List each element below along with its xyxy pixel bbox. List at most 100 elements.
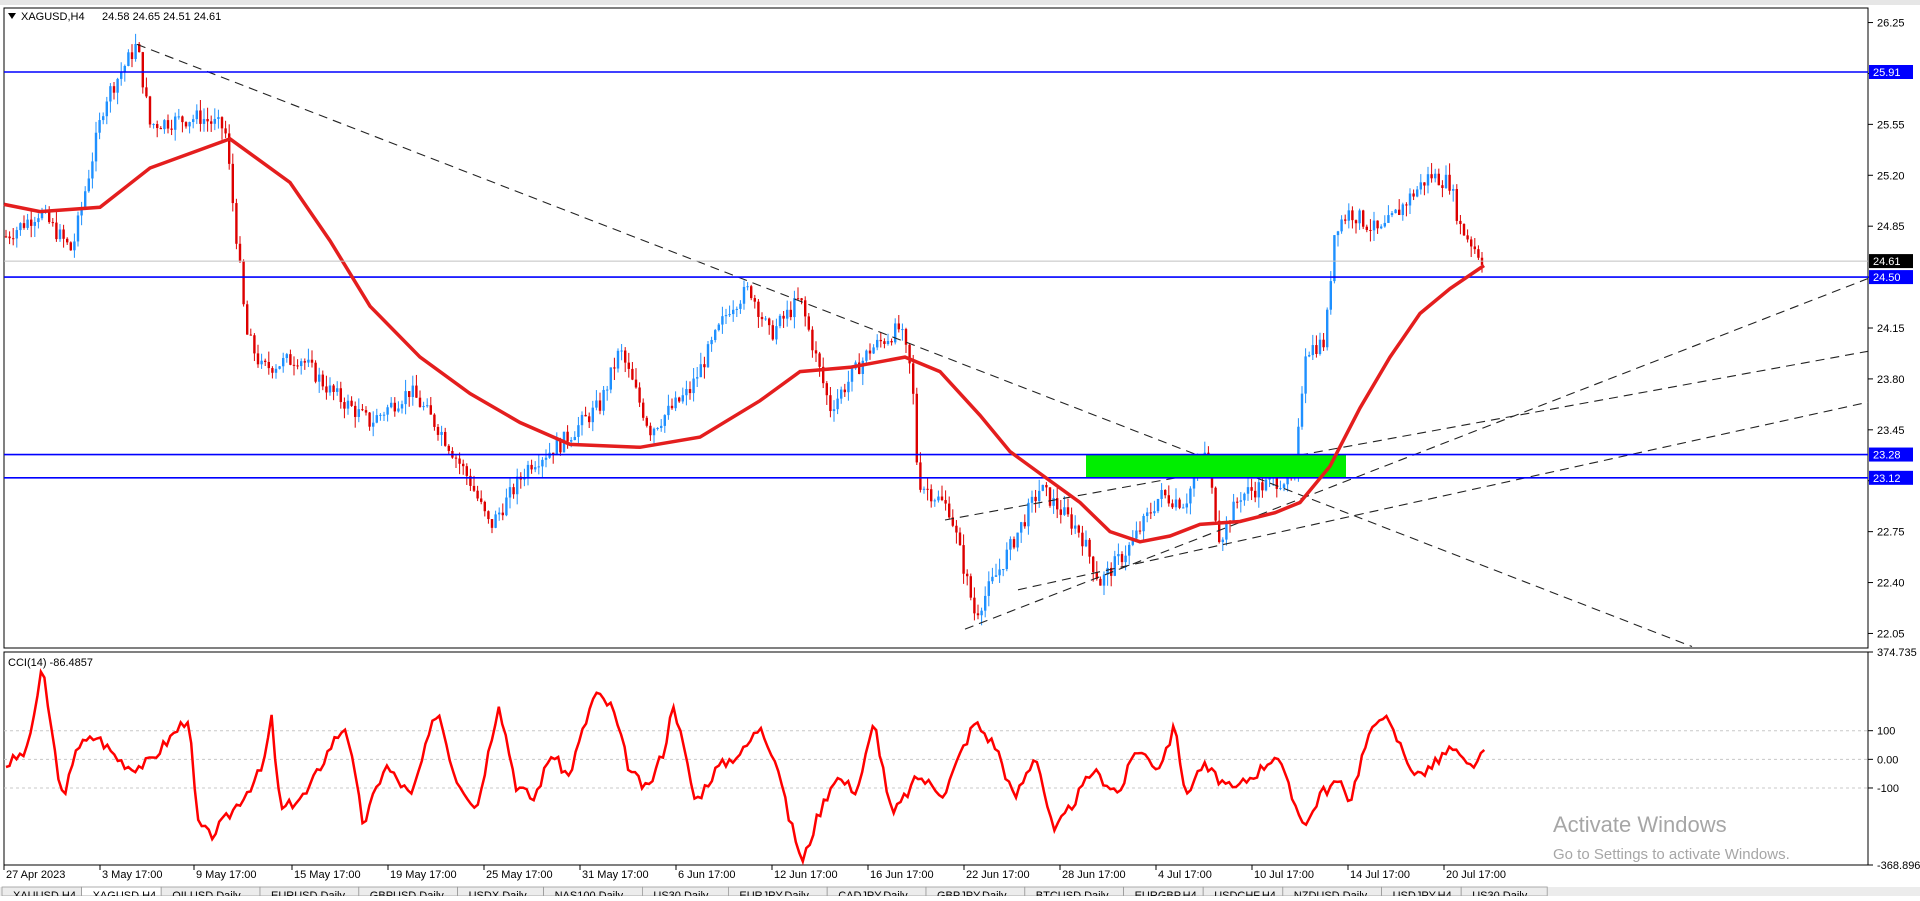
candle-body bbox=[343, 402, 346, 409]
candle-body bbox=[1426, 174, 1430, 186]
price-tick-label: 22.40 bbox=[1877, 578, 1905, 590]
candle-body bbox=[469, 475, 472, 486]
candle-body bbox=[1466, 235, 1469, 240]
candle-body bbox=[566, 431, 569, 442]
candle-body bbox=[757, 301, 760, 317]
cci-axis[interactable]: 374.735 100 0.00 -100 -368.896 bbox=[1868, 647, 1920, 872]
trendline[interactable] bbox=[1017, 401, 1869, 591]
level-tag bbox=[1869, 447, 1913, 462]
candle-body bbox=[357, 409, 360, 417]
candle-body bbox=[1056, 498, 1059, 510]
candle-body bbox=[638, 387, 641, 403]
candle-body bbox=[433, 414, 436, 427]
candle-body bbox=[1333, 235, 1336, 282]
level-tag-label: 25.91 bbox=[1873, 67, 1901, 79]
candle-body bbox=[102, 116, 105, 121]
candle-body bbox=[505, 497, 508, 516]
time-tick-label: 15 May 17:00 bbox=[294, 869, 361, 881]
candle-body bbox=[1416, 189, 1419, 197]
candle-body bbox=[1401, 204, 1404, 216]
candle-body bbox=[1005, 549, 1008, 570]
candle-body bbox=[192, 119, 195, 123]
candle-body bbox=[210, 121, 213, 124]
candle-body bbox=[127, 52, 130, 66]
candle-body bbox=[33, 222, 36, 226]
candle-body bbox=[1329, 281, 1332, 310]
time-axis[interactable]: 27 Apr 2023 3 May 17:00 9 May 17:00 15 May … bbox=[3, 865, 1506, 881]
candle-body bbox=[825, 383, 828, 396]
candle-body bbox=[951, 517, 954, 526]
candle-body bbox=[1322, 339, 1325, 348]
candle-body bbox=[1084, 539, 1088, 547]
candle-body bbox=[8, 236, 11, 239]
candle-body bbox=[1038, 490, 1041, 502]
candle-body bbox=[1430, 174, 1433, 179]
candle-body bbox=[1221, 539, 1224, 543]
candle-body bbox=[840, 389, 843, 399]
candle-body bbox=[1012, 539, 1016, 548]
candle-body bbox=[350, 400, 353, 406]
candle-body bbox=[901, 329, 904, 331]
cci-guides bbox=[4, 730, 1868, 789]
price-tick-label: 25.55 bbox=[1877, 119, 1905, 131]
candle-body bbox=[235, 203, 238, 244]
toolbar-strip bbox=[0, 0, 1920, 5]
candle-body bbox=[580, 414, 584, 426]
candle-body bbox=[393, 402, 396, 412]
candle-body bbox=[616, 350, 620, 369]
candle-body bbox=[998, 569, 1001, 576]
candle-body bbox=[1066, 507, 1070, 515]
candle-body bbox=[58, 229, 62, 240]
candle-body bbox=[1232, 501, 1235, 524]
candle-body bbox=[1336, 231, 1340, 236]
candle-body bbox=[98, 120, 101, 133]
candle-body bbox=[109, 86, 112, 102]
chart-tab-label: GBPJPY,Daily bbox=[937, 890, 1007, 896]
candle-body bbox=[721, 316, 724, 325]
chart-tab-label: NAS100,Daily bbox=[555, 890, 624, 896]
candle-body bbox=[246, 304, 249, 335]
candle-body bbox=[292, 364, 296, 366]
candle-body bbox=[771, 325, 774, 340]
candle-body bbox=[544, 457, 548, 460]
chart-tabs-bar[interactable]: XAUUSD,H4 XAGUSD,H4 OILUSD,Daily EURUSD,Dai… bbox=[0, 886, 1920, 901]
candle-body bbox=[1243, 493, 1246, 501]
candle-body bbox=[1455, 189, 1458, 221]
candle-body bbox=[559, 439, 562, 453]
chart-tab-label: XAGUSD,H4 bbox=[93, 890, 157, 896]
candle-body bbox=[807, 316, 810, 330]
candle-body bbox=[1279, 488, 1282, 490]
candle-body bbox=[19, 223, 22, 231]
level-price-tags: 25.91 24.50 23.28 23.12 bbox=[1869, 65, 1913, 485]
dropdown-arrow-icon[interactable] bbox=[8, 13, 16, 19]
candle-body bbox=[84, 191, 87, 207]
candle-body bbox=[267, 361, 270, 369]
candle-body bbox=[1297, 426, 1300, 471]
candle-body bbox=[656, 427, 659, 429]
candle-body bbox=[231, 163, 234, 204]
price-tick-label: 26.25 bbox=[1877, 18, 1905, 30]
candle-body bbox=[573, 436, 576, 441]
candle-body bbox=[811, 329, 814, 351]
candle-body bbox=[379, 414, 382, 416]
price-panel[interactable] bbox=[3, 7, 1869, 649]
candle-body bbox=[1088, 539, 1091, 557]
watermark-subtitle: Go to Settings to activate Windows. bbox=[1553, 846, 1790, 863]
candle-body bbox=[696, 377, 699, 379]
trendline[interactable] bbox=[944, 350, 1869, 521]
candle-body bbox=[1182, 507, 1185, 509]
candle-body bbox=[1354, 220, 1358, 224]
horizontal-levels[interactable] bbox=[4, 71, 1868, 479]
breakout-zone[interactable] bbox=[1086, 454, 1346, 478]
cci-panel[interactable]: CCI(14) -86.4857 bbox=[3, 651, 1869, 866]
candle-body bbox=[66, 238, 69, 243]
candle-body bbox=[991, 576, 994, 582]
candle-body bbox=[534, 467, 537, 470]
candle-body bbox=[908, 344, 911, 364]
candle-body bbox=[328, 385, 332, 393]
trendline[interactable] bbox=[136, 43, 1693, 648]
candle-body bbox=[1452, 189, 1455, 191]
candle-body bbox=[408, 391, 411, 397]
candle-body bbox=[847, 381, 850, 393]
